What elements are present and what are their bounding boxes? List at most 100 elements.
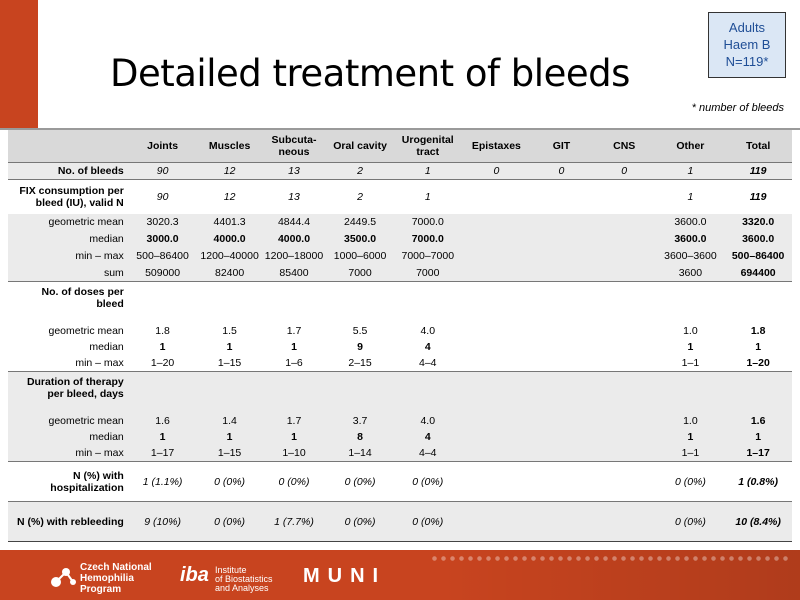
header-cell-empty [8, 130, 128, 163]
header-cell-line: Urogenital [401, 134, 454, 146]
header-cell: Oral cavity [326, 130, 394, 163]
table-cell [591, 411, 657, 430]
header-cell: Joints [127, 130, 198, 163]
row-label: min – max [75, 356, 124, 369]
header-cell-line: Muscles [208, 140, 251, 152]
table-cell [531, 213, 592, 231]
row-label: min – max [8, 247, 128, 265]
table-cell: 1–6 [285, 356, 303, 369]
table-cell [531, 179, 592, 214]
table-cell: 0 [531, 162, 592, 180]
table-cell: 2–15 [348, 356, 372, 369]
table-cell [591, 179, 657, 214]
table-cell: 1.8 [155, 324, 170, 337]
table-cell [592, 340, 657, 355]
table-cell: 4.0 [393, 411, 462, 430]
table-cell [461, 179, 532, 214]
row-label: median [8, 230, 128, 248]
header-cell: GIT [531, 130, 592, 163]
header-row: Joints Muscles Subcuta-neous Oral cavity Uro… [8, 130, 792, 163]
table-cell: 4 [424, 341, 431, 353]
table-cell [461, 264, 532, 282]
table-cell [197, 281, 262, 322]
table-cell: 2449.5 [326, 213, 394, 231]
table-cell: 1–1 [656, 444, 725, 462]
table-top-rule [0, 128, 800, 130]
table-cell: 1.0 [656, 411, 725, 430]
table-cell [461, 371, 532, 412]
table-cell [127, 371, 198, 412]
row-label: No. of doses per bleed [8, 281, 128, 322]
table-cell [461, 411, 532, 430]
table-cell [531, 230, 592, 248]
table-cell: 0 (0%) [656, 501, 725, 542]
table-cell: 1 (1.1%) [127, 461, 198, 502]
table-cell: 1–17 [127, 444, 198, 462]
table-cell [591, 281, 657, 322]
table-cell [531, 429, 592, 445]
table-cell: 1 [291, 341, 297, 353]
table-cell [724, 281, 792, 322]
bleeds-table: Joints Muscles Subcuta-neous Oral cavity Uro… [8, 130, 792, 542]
header-cell-line: Total [745, 140, 771, 152]
header-cell-line: CNS [613, 140, 636, 152]
page-title: Detailed treatment of bleeds [110, 52, 630, 95]
table-cell: 4.0 [420, 324, 436, 337]
table-cell: 1 [393, 162, 462, 180]
table-cell: 3600.0 [656, 230, 725, 248]
row-label-line: bleed [96, 298, 124, 310]
row-label-line: FIX consumption per [19, 184, 124, 197]
table-cell: 0 [591, 162, 657, 180]
table-cell [531, 264, 592, 282]
table-cell: 13 [261, 162, 327, 180]
table-cell: 3020.3 [127, 213, 198, 231]
table-cell: 1 [656, 162, 725, 180]
table-cell: 12 [197, 179, 262, 214]
cnhp-line: Czech National [80, 562, 152, 573]
badge-line: Haem B [723, 37, 771, 52]
table-cell: 7000.0 [393, 230, 462, 248]
table-cell: 82400 [197, 264, 262, 282]
table-cell: 7000–7000 [393, 247, 462, 265]
row-label-line: per bleed, days [47, 388, 124, 400]
row-label: No. of bleeds [8, 162, 128, 180]
row-label: geometric mean [8, 411, 128, 430]
table-row: No. of bleeds 90 12 13 2 1 0 0 0 1 119 [8, 162, 792, 180]
table-cell [592, 355, 657, 372]
table-row: sum 509000 82400 85400 7000 7000 3600 694400 [8, 264, 792, 282]
row-label-line: No. of doses per [41, 286, 124, 298]
table-cell: 4–4 [393, 444, 462, 462]
table-cell: 1200–18000 [261, 247, 327, 265]
footer-pattern [430, 554, 790, 564]
table-cell: 1.6 [127, 411, 198, 430]
table-cell: 3.7 [326, 411, 394, 430]
table-cell: 1 [656, 179, 725, 214]
table-cell [462, 355, 532, 372]
table-cell [461, 247, 532, 265]
table-cell: 90 [127, 179, 198, 214]
table-row: Duration of therapy per bleed, days [8, 371, 792, 412]
table-cell: 9 [357, 341, 363, 353]
table-cell [531, 461, 592, 502]
table-cell: 500–86400 [724, 247, 792, 265]
table-cell: 1–15 [197, 444, 262, 462]
table-cell [724, 371, 792, 412]
table-cell: 4401.3 [197, 213, 262, 231]
table-cell: 4000.0 [261, 230, 327, 248]
table-cell [326, 281, 394, 322]
table-cell: 1 [261, 429, 327, 445]
row-label-line: bleed (IU), valid N [35, 196, 124, 209]
table-cell [591, 429, 657, 445]
table-cell [197, 371, 262, 412]
table-cell [461, 213, 532, 231]
table-cell: 2 [326, 162, 394, 180]
table-cell: 1–17 [724, 444, 792, 462]
row-label: geometric mean [8, 213, 128, 231]
table-cell: 1–1 [681, 356, 700, 369]
population-badge: Adults Haem B N=119* [708, 12, 786, 78]
table-cell [591, 444, 657, 462]
table-cell: 1 [656, 429, 725, 445]
table-cell [591, 371, 657, 412]
table-row: min – max 1–20 1–15 1–6 2–15 4–4 1–1 1–20 [8, 355, 792, 372]
row-label: median [89, 341, 124, 353]
